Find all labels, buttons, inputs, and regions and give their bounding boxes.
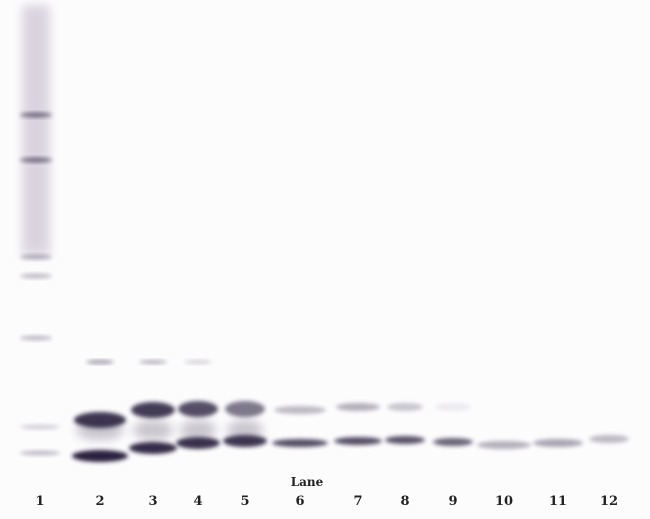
upper-band [20,424,60,430]
upper-band [178,401,218,417]
band-smear [133,420,173,440]
lane-label: 7 [353,494,363,509]
upper-band [387,403,423,411]
lower-band [272,439,328,447]
ladder-band [20,335,52,341]
lower-band [334,437,382,445]
lane-label: 12 [599,494,619,509]
lane-label: 2 [95,494,105,509]
upper-band [131,402,175,418]
band-smear [76,420,124,440]
ladder-band [20,254,52,260]
lane-label: 9 [448,494,458,509]
top-band [184,360,212,364]
top-band [139,360,167,364]
marker-ladder-lane [20,5,52,341]
sample-bands [20,360,629,462]
lower-band [589,435,629,443]
lane-label: 3 [148,494,158,509]
ladder-smear [22,5,50,255]
lower-band [129,442,177,454]
ladder-band [20,157,52,163]
lane-label: 1 [35,494,45,509]
upper-band [274,406,326,414]
upper-band [225,401,265,417]
band-smear [180,420,216,440]
ladder-band [20,112,52,118]
top-band [86,360,114,364]
lower-band [533,439,583,447]
lower-band [477,441,531,449]
lower-band [176,437,220,449]
lane-label: 5 [240,494,250,509]
lane-label: 6 [295,494,305,509]
upper-band [336,403,380,411]
lane-label: 10 [494,494,514,509]
ladder-band [20,273,52,279]
lower-band [72,450,128,462]
lane-label: 8 [400,494,410,509]
band-smear [227,420,263,440]
lower-band [20,450,60,456]
lower-band [223,435,267,447]
lower-band [385,436,425,444]
lane-label: 11 [548,494,568,509]
lane-label: 4 [193,494,203,509]
lane-axis-label: Lane [290,475,324,489]
lower-band [433,438,473,446]
upper-band [435,403,471,411]
